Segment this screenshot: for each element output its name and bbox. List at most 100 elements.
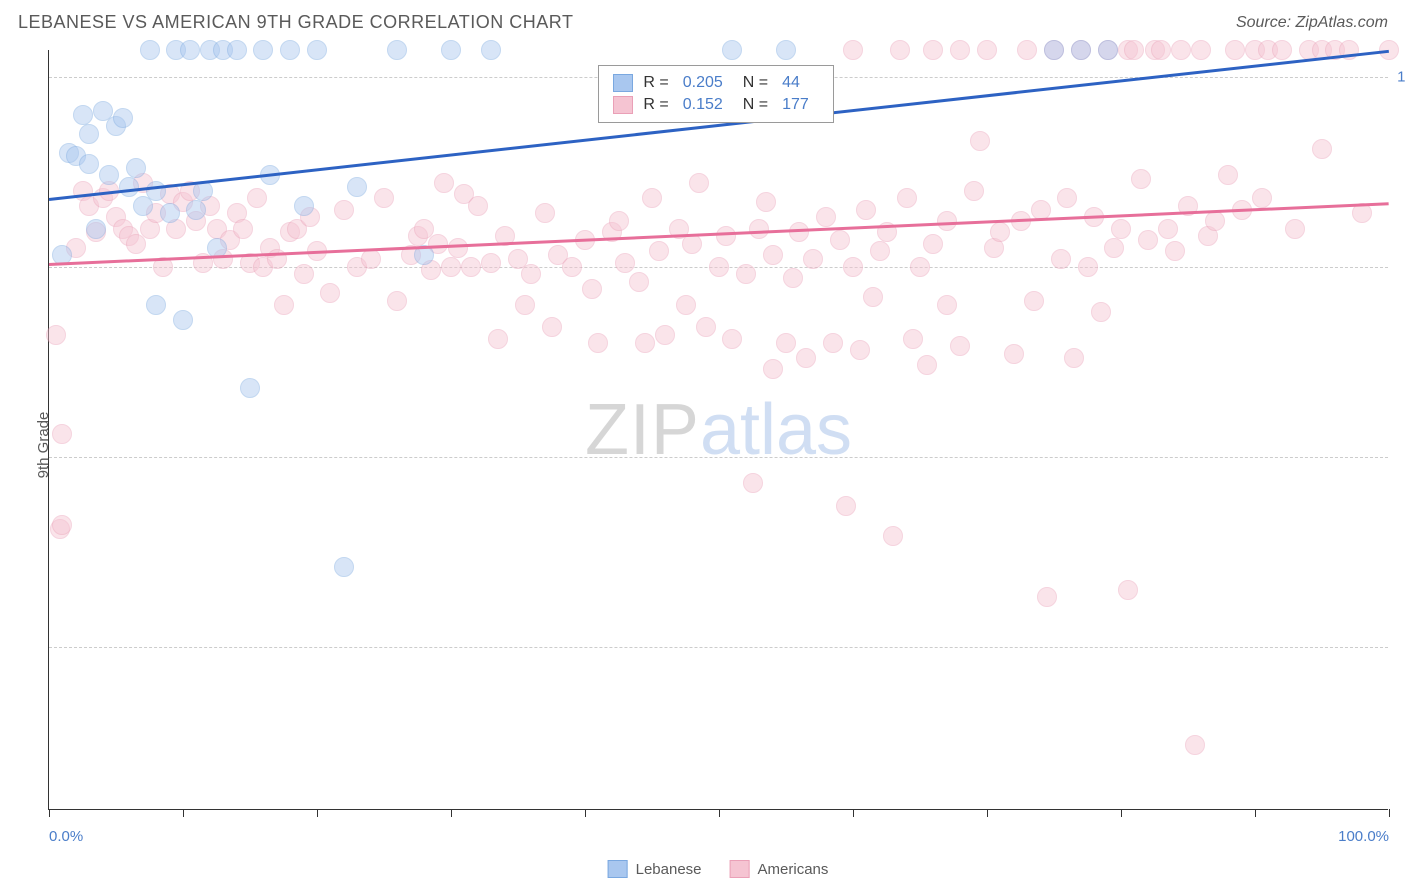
data-point — [227, 40, 247, 60]
data-point — [1124, 40, 1144, 60]
data-point — [481, 40, 501, 60]
data-point — [334, 200, 354, 220]
stats-r-label: R = — [643, 74, 668, 92]
data-point — [722, 329, 742, 349]
data-point — [830, 230, 850, 250]
data-point — [937, 295, 957, 315]
data-point — [950, 336, 970, 356]
data-point — [582, 279, 602, 299]
data-point — [977, 40, 997, 60]
data-point — [743, 473, 763, 493]
data-point — [736, 264, 756, 284]
data-point — [1218, 165, 1238, 185]
data-point — [903, 329, 923, 349]
data-point — [542, 317, 562, 337]
data-point — [970, 131, 990, 151]
data-point — [73, 105, 93, 125]
legend-swatch — [730, 860, 750, 878]
data-point — [515, 295, 535, 315]
x-tick — [987, 809, 988, 817]
y-tick-label: 100.0% — [1397, 68, 1406, 85]
data-point — [863, 287, 883, 307]
data-point — [1205, 211, 1225, 231]
data-point — [441, 257, 461, 277]
data-point — [856, 200, 876, 220]
legend-swatch — [608, 860, 628, 878]
x-tick — [317, 809, 318, 817]
plot-area: ZIPatlas 85.0%90.0%95.0%100.0%0.0%100.0%… — [48, 50, 1388, 810]
data-point — [253, 40, 273, 60]
data-point — [763, 359, 783, 379]
data-point — [649, 241, 669, 261]
x-tick — [1389, 809, 1390, 817]
legend-item: Lebanese — [608, 860, 702, 878]
data-point — [843, 257, 863, 277]
stats-swatch — [613, 74, 633, 92]
data-point — [146, 295, 166, 315]
data-point — [488, 329, 508, 349]
gridline — [49, 647, 1388, 648]
data-point — [676, 295, 696, 315]
data-point — [46, 325, 66, 345]
data-point — [186, 200, 206, 220]
data-point — [763, 245, 783, 265]
data-point — [1252, 188, 1272, 208]
data-point — [320, 283, 340, 303]
data-point — [1171, 40, 1191, 60]
data-point — [588, 333, 608, 353]
data-point — [1138, 230, 1158, 250]
data-point — [696, 317, 716, 337]
data-point — [347, 177, 367, 197]
stats-n-label: N = — [743, 74, 768, 92]
data-point — [1312, 139, 1332, 159]
data-point — [1191, 40, 1211, 60]
data-point — [387, 291, 407, 311]
data-point — [910, 257, 930, 277]
data-point — [1017, 40, 1037, 60]
x-tick-label: 0.0% — [49, 828, 83, 845]
data-point — [1057, 188, 1077, 208]
stats-row: R = 0.205 N = 44 — [613, 72, 818, 94]
x-tick — [585, 809, 586, 817]
chart-source: Source: ZipAtlas.com — [1236, 14, 1388, 32]
data-point — [441, 40, 461, 60]
data-point — [180, 40, 200, 60]
data-point — [1098, 40, 1118, 60]
data-point — [1044, 40, 1064, 60]
data-point — [783, 268, 803, 288]
data-point — [294, 196, 314, 216]
stats-r-value: 0.205 — [683, 74, 723, 92]
legend-label: Americans — [758, 861, 829, 878]
legend-label: Lebanese — [636, 861, 702, 878]
data-point — [1285, 219, 1305, 239]
data-point — [823, 333, 843, 353]
data-point — [776, 333, 796, 353]
data-point — [374, 188, 394, 208]
data-point — [126, 158, 146, 178]
stats-n-value: 177 — [782, 96, 809, 114]
data-point — [173, 310, 193, 330]
data-point — [635, 333, 655, 353]
data-point — [917, 355, 937, 375]
chart-header: LEBANESE VS AMERICAN 9TH GRADE CORRELATI… — [0, 0, 1406, 33]
data-point — [240, 378, 260, 398]
stats-n-value: 44 — [782, 74, 800, 92]
data-point — [836, 496, 856, 516]
data-point — [716, 226, 736, 246]
data-point — [79, 154, 99, 174]
data-point — [562, 257, 582, 277]
stats-r-label: R = — [643, 96, 668, 114]
data-point — [1131, 169, 1151, 189]
data-point — [1064, 348, 1084, 368]
data-point — [1051, 249, 1071, 269]
data-point — [843, 40, 863, 60]
data-point — [883, 526, 903, 546]
data-point — [615, 253, 635, 273]
data-point — [1185, 735, 1205, 755]
data-point — [890, 40, 910, 60]
data-point — [642, 188, 662, 208]
x-tick — [719, 809, 720, 817]
chart-legend: Lebanese Americans — [608, 860, 829, 878]
data-point — [1037, 587, 1057, 607]
x-tick — [853, 809, 854, 817]
